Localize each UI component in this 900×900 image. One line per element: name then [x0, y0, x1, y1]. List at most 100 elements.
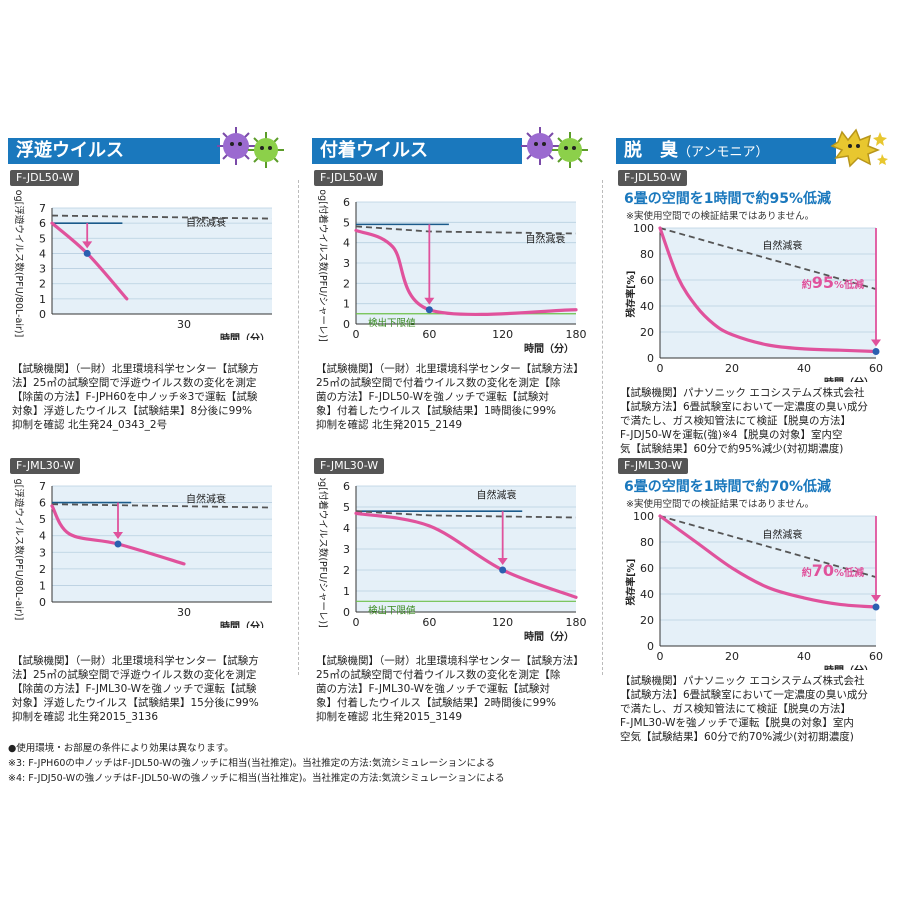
arrow-head-icon — [871, 339, 881, 347]
y-axis-label: Log[浮遊ウイルス数(PFU/80L-air)] — [13, 190, 25, 337]
deodor-note: ※実使用空間での検証結果ではありません。 — [626, 499, 815, 510]
x-tick-label: 60 — [869, 650, 883, 663]
description-line: 【除菌の方法】F-JPH60を中ノッチ※3で運転【試験 — [12, 391, 258, 403]
description-line: 25㎥の試験空間で付着ウイルス数の変化を測定【除 — [316, 377, 561, 389]
description-line: 抑制を確認 北生発2015_3136 — [12, 711, 159, 723]
description-line: 対象】浮遊したウイルス【試験結果】15分後に99% — [12, 697, 259, 709]
y-tick-label: 5 — [39, 232, 46, 245]
arrow-head-icon — [424, 297, 435, 305]
floating-virus-title: 浮遊ウイルス — [16, 140, 124, 161]
model-tag: F-JDL50-W — [314, 170, 384, 186]
y-tick-label: 80 — [640, 248, 654, 261]
x-tick-label: 40 — [797, 650, 811, 663]
y-tick-label: 3 — [39, 546, 46, 559]
description-line: F-JML30-Wを強ノッチで運転【脱臭の対象】室内 — [620, 717, 854, 729]
reduction-label-num: 70 — [812, 561, 834, 580]
y-tick-label: 20 — [640, 614, 654, 627]
x-tick-label: 40 — [797, 362, 811, 375]
test-description: 【試験機関】パナソニック エコシステムズ株式会社 【試験方法】6畳試験室において一… — [620, 386, 868, 456]
reduction-label-pre: 約 — [802, 566, 812, 579]
y-tick-label: 4 — [343, 237, 350, 250]
floating-virus-chart-jdl50: 0 1 2 3 4 5 6 7 30 時間（分） Log[浮遊ウイルス数(PFU/80L-air)]… — [13, 190, 273, 340]
x-axis-label: 時間（分） — [220, 332, 270, 340]
reduction-label-pre: 約 — [802, 278, 812, 291]
description-line: で満たし、ガス検知管法にて検証【脱臭の方法】 — [620, 415, 851, 427]
y-tick-label: 40 — [640, 588, 654, 601]
natural-decay-label: 自然減衰 — [477, 489, 517, 502]
reduction-label-post: %低減 — [834, 566, 864, 579]
x-axis-label: 時間（分） — [220, 620, 270, 628]
description-line: 【試験方法】6畳試験室において一定濃度の臭い成分 — [620, 689, 868, 701]
x-axis-label: 時間（分） — [524, 630, 574, 643]
description-line: 【除菌の方法】F-JML30-Wを強ノッチで運転【試験 — [12, 683, 257, 695]
natural-decay-label: 自然減衰 — [762, 528, 802, 541]
x-tick-label: 20 — [725, 362, 739, 375]
attached-virus-header: 付着ウイルス — [312, 138, 522, 164]
x-tick-label: 120 — [492, 616, 513, 629]
virus-mascot-icon — [521, 127, 588, 168]
description-line: 【試験機関】（一財）北里環境科学センター【試験方 — [12, 363, 259, 375]
test-description: 【試験機関】（一財）北里環境科学センター【試験方 法】25㎥の試験空間で浮遊ウイル… — [12, 362, 259, 432]
y-tick-label: 0 — [39, 596, 46, 609]
data-point-marker — [872, 603, 880, 611]
purifier-series — [658, 226, 878, 354]
reduction-label: 約95%低減 — [802, 273, 864, 292]
description-line: 対象】浮遊したウイルス【試験結果】8分後に99% — [12, 405, 253, 417]
description-line: 菌の方法】F-JDL50-Wを強ノッチで運転【試験対 — [316, 391, 549, 403]
x-tick-label: 60 — [869, 362, 883, 375]
y-axis-label: Log[浮遊ウイルス数(PFU/80L-air)] — [13, 478, 25, 620]
x-tick-label: 0 — [353, 616, 360, 629]
description-line: 【試験機関】パナソニック エコシステムズ株式会社 — [620, 387, 865, 399]
y-tick-label: 100 — [633, 222, 654, 235]
y-tick-label: 60 — [640, 562, 654, 575]
x-tick-label: 30 — [177, 606, 191, 619]
description-line: 【試験機関】（一財）北里環境科学センター【試験方 — [12, 655, 259, 667]
plot-area — [660, 516, 876, 646]
x-tick-label: 180 — [566, 328, 587, 341]
y-tick-label: 0 — [647, 640, 654, 653]
model-tag: F-JDL50-W — [10, 170, 80, 186]
column-divider — [298, 180, 299, 675]
natural-decay-series — [659, 227, 877, 290]
model-tag: F-JDL50-W — [618, 170, 688, 186]
plot-area — [52, 486, 272, 602]
footer-note-3: ※4: F-JDJ50-Wの強ノッチはF-JDL50-Wの強ノッチに相当(当社推… — [8, 773, 505, 784]
y-axis-label: 残存率[%] — [625, 559, 637, 606]
deodor-title: 脱 臭 — [624, 140, 678, 161]
description-line: 法】25㎥の試験空間で浮遊ウイルス数の変化を測定 — [12, 377, 257, 389]
attached-virus-title: 付着ウイルス — [320, 140, 428, 161]
x-axis-label: 時間（分） — [824, 376, 874, 382]
y-tick-label: 40 — [640, 300, 654, 313]
y-tick-label: 3 — [343, 257, 350, 270]
deodor-header: 脱 臭（アンモニア） — [616, 138, 836, 164]
natural-decay-series — [51, 503, 273, 509]
y-tick-label: 100 — [633, 510, 654, 523]
x-tick-label: 120 — [492, 328, 513, 341]
y-tick-label: 7 — [39, 202, 46, 215]
description-line: 菌の方法】F-JML30-Wを強ノッチで運転【試験対 — [316, 683, 550, 695]
x-tick-label: 0 — [353, 328, 360, 341]
natural-decay-label: 自然減衰 — [525, 233, 565, 246]
y-tick-label: 6 — [343, 196, 350, 209]
test-description: 【試験機関】（一財）北里環境科学センター【試験方 法】25㎥の試験空間で浮遊ウイル… — [12, 654, 259, 724]
natural-decay-series — [51, 214, 273, 220]
y-tick-label: 1 — [39, 579, 46, 592]
y-tick-label: 3 — [343, 543, 350, 556]
description-line: 【試験機関】パナソニック エコシステムズ株式会社 — [620, 675, 865, 687]
description-line: 抑制を確認 北生発2015_3149 — [316, 711, 463, 723]
x-tick-label: 60 — [422, 616, 436, 629]
x-tick-label: 30 — [177, 318, 191, 331]
footer-note-1: ●使用環境・お部屋の条件により効果は異なります。 — [8, 743, 234, 754]
y-tick-label: 2 — [39, 278, 46, 291]
x-tick-label: 20 — [725, 650, 739, 663]
model-tag: F-JML30-W — [10, 458, 81, 474]
model-tag: F-JML30-W — [618, 458, 689, 474]
plot-area — [660, 228, 876, 358]
x-axis-label: 時間（分） — [524, 342, 574, 355]
detection-limit-label: 検出下限値 — [368, 604, 416, 616]
deodor-note: ※実使用空間での検証結果ではありません。 — [626, 211, 815, 222]
y-axis-label: Log[付着ウイルス数(PFU/シャーレ)] — [317, 190, 329, 342]
natural-decay-label: 自然減衰 — [186, 216, 226, 229]
